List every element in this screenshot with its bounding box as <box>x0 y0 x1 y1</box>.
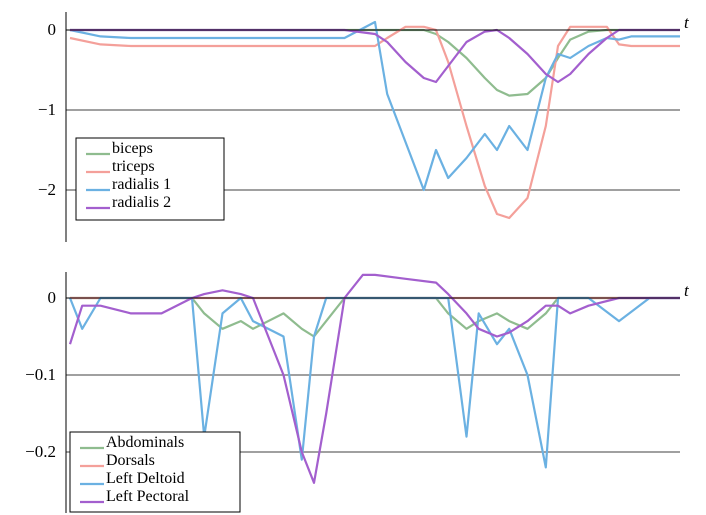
legend-label: triceps <box>112 158 155 175</box>
y-tick-label: 0 <box>48 20 57 39</box>
legend-label: Dorsals <box>106 452 155 469</box>
legend-label: Left Deltoid <box>106 470 185 487</box>
series-line-triceps <box>69 25 680 220</box>
series-line-radialis-1 <box>69 20 680 192</box>
y-tick-label: −2 <box>38 180 56 199</box>
y-tick-label: 0 <box>48 288 57 307</box>
legend-label: Left Pectoral <box>106 488 190 505</box>
x-axis-label: t <box>684 281 690 300</box>
series-line-biceps <box>70 28 680 97</box>
legend-label: radialis 1 <box>112 176 171 193</box>
series-line-left-pectoral <box>68 273 680 484</box>
y-tick-label: −0.1 <box>25 365 56 384</box>
legend-label: biceps <box>112 140 153 157</box>
legend-label: Abdominals <box>106 434 184 451</box>
legend-box <box>69 431 241 513</box>
y-tick-label: −1 <box>38 100 56 119</box>
legend-label: radialis 2 <box>112 194 171 211</box>
x-axis-label: t <box>684 13 690 32</box>
y-tick-label: −0.2 <box>25 442 56 461</box>
legend-box <box>75 137 225 221</box>
series-line-abdominals <box>70 296 680 338</box>
